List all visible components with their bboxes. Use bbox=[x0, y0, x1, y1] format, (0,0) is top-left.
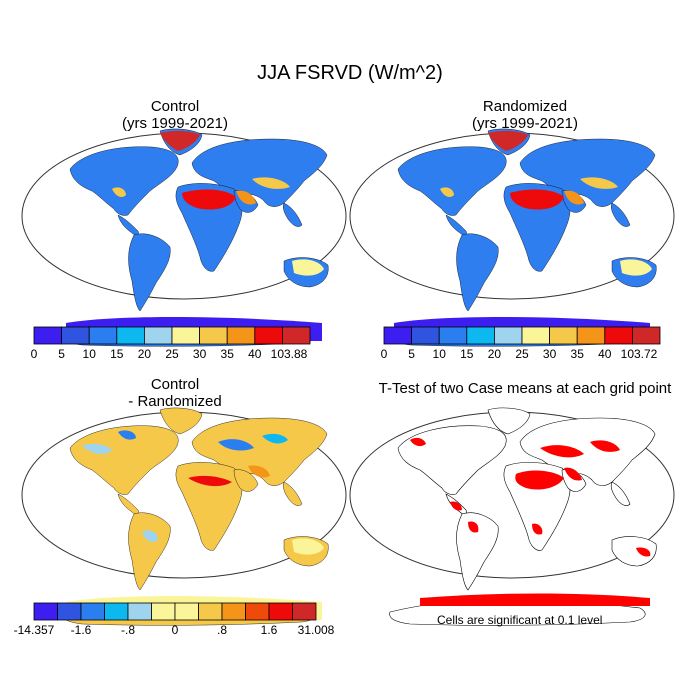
colorbar-cell bbox=[151, 602, 176, 621]
colorbar-tick-label: 30 bbox=[193, 347, 207, 361]
colorbar-tick-label: 35 bbox=[571, 347, 585, 361]
colorbar-tick-label: -1.6 bbox=[71, 623, 92, 637]
panel3-title-line2: - Randomized bbox=[128, 393, 222, 410]
map-ttest bbox=[349, 407, 675, 626]
colorbar-cell bbox=[549, 326, 578, 345]
figure-title: JJA FSRVD (W/m^2) bbox=[257, 62, 443, 84]
colorbar-cell bbox=[292, 602, 317, 621]
colorbar-cell bbox=[604, 326, 633, 345]
map-control bbox=[21, 128, 347, 347]
colorbar-cell bbox=[521, 326, 551, 345]
colorbar-cell bbox=[57, 602, 82, 621]
colorbar-cell bbox=[127, 602, 152, 621]
colorbar-tick-label: 15 bbox=[460, 347, 474, 361]
colorbar-cell bbox=[411, 326, 440, 345]
colorbar-cell bbox=[174, 602, 199, 621]
colorbar-cell bbox=[171, 326, 201, 345]
colorbar-tick-label: 103.88 bbox=[271, 347, 308, 361]
colorbar-tick-label: 31.008 bbox=[298, 623, 335, 637]
panel1-title-line2: (yrs 1999-2021) bbox=[122, 115, 228, 132]
colorbar-cell bbox=[61, 326, 90, 345]
colorbar-cell bbox=[254, 326, 283, 345]
colorbar-tick-label: 0 bbox=[381, 347, 388, 361]
colorbar-cell bbox=[632, 326, 661, 345]
colorbar-cell bbox=[80, 602, 105, 621]
colorbar-tick-label: 5 bbox=[408, 347, 415, 361]
significant-cells bbox=[410, 437, 651, 606]
colorbar-cell bbox=[576, 326, 606, 345]
colorbar-tick-label: 10 bbox=[433, 347, 447, 361]
panel-title-difference: Control - Randomized bbox=[40, 376, 310, 410]
colorbar-difference: -14.357 -1.6 -.8 0 .8 1.6 31.008 bbox=[14, 602, 335, 637]
panel3-title-line1: Control bbox=[150, 376, 200, 393]
panel-title-control: Control (yrs 1999-2021) bbox=[40, 98, 310, 132]
colorbar-randomized: 0 5 10 15 20 25 30 35 40 103.72 bbox=[381, 326, 661, 361]
colorbar-tick-label: 15 bbox=[110, 347, 124, 361]
colorbar-tick-label: 5 bbox=[58, 347, 65, 361]
panel-title-randomized: Randomized (yrs 1999-2021) bbox=[390, 98, 660, 132]
map-randomized bbox=[349, 128, 675, 347]
colorbar-tick-label: 30 bbox=[543, 347, 557, 361]
colorbar-cell bbox=[33, 602, 58, 621]
colorbar-tick-label: 20 bbox=[138, 347, 152, 361]
colorbar-cell bbox=[143, 326, 173, 345]
colorbar-cell bbox=[116, 326, 145, 345]
colorbar-tick-label: -14.357 bbox=[14, 623, 55, 637]
colorbar-tick-label: 40 bbox=[248, 347, 262, 361]
colorbar-cell bbox=[466, 326, 495, 345]
colorbar-cell bbox=[198, 602, 223, 621]
colorbar-tick-label: .8 bbox=[217, 623, 227, 637]
colorbar-tick-label: 25 bbox=[165, 347, 179, 361]
colorbar-cell bbox=[88, 326, 118, 345]
colorbar-control: 0 5 10 15 20 25 30 35 40 103.88 bbox=[31, 326, 311, 361]
panel2-title-line1: Randomized bbox=[482, 98, 568, 115]
colorbar-cell bbox=[493, 326, 523, 345]
colorbar-cell bbox=[383, 326, 413, 345]
panel-title-ttest: T-Test of two Case means at each grid po… bbox=[378, 380, 672, 397]
colorbar-tick-label: 0 bbox=[172, 623, 179, 637]
colorbar-cell bbox=[245, 602, 270, 621]
colorbar-cell bbox=[226, 326, 256, 345]
colorbar-tick-label: 35 bbox=[221, 347, 235, 361]
colorbar-cell bbox=[33, 326, 63, 345]
colorbar-tick-label: 1.6 bbox=[261, 623, 278, 637]
colorbar-cell bbox=[104, 602, 129, 621]
panel1-title-line1: Control bbox=[150, 98, 200, 115]
colorbar-cell bbox=[268, 602, 293, 621]
colorbar-tick-label: 25 bbox=[515, 347, 529, 361]
map-difference bbox=[21, 407, 347, 626]
colorbar-tick-label: 10 bbox=[83, 347, 97, 361]
colorbar-cell bbox=[281, 326, 311, 345]
colorbar-tick-label: 40 bbox=[598, 347, 612, 361]
colorbar-cell bbox=[199, 326, 228, 345]
panel2-title-line2: (yrs 1999-2021) bbox=[472, 115, 578, 132]
colorbar-tick-label: 0 bbox=[31, 347, 38, 361]
colorbar-tick-label: 103.72 bbox=[621, 347, 658, 361]
colorbar-cell bbox=[221, 602, 246, 621]
significance-note: Cells are significant at 0.1 level bbox=[437, 613, 603, 627]
colorbar-cell bbox=[438, 326, 468, 345]
colorbar-tick-label: -.8 bbox=[121, 623, 135, 637]
colorbar-tick-label: 20 bbox=[488, 347, 502, 361]
